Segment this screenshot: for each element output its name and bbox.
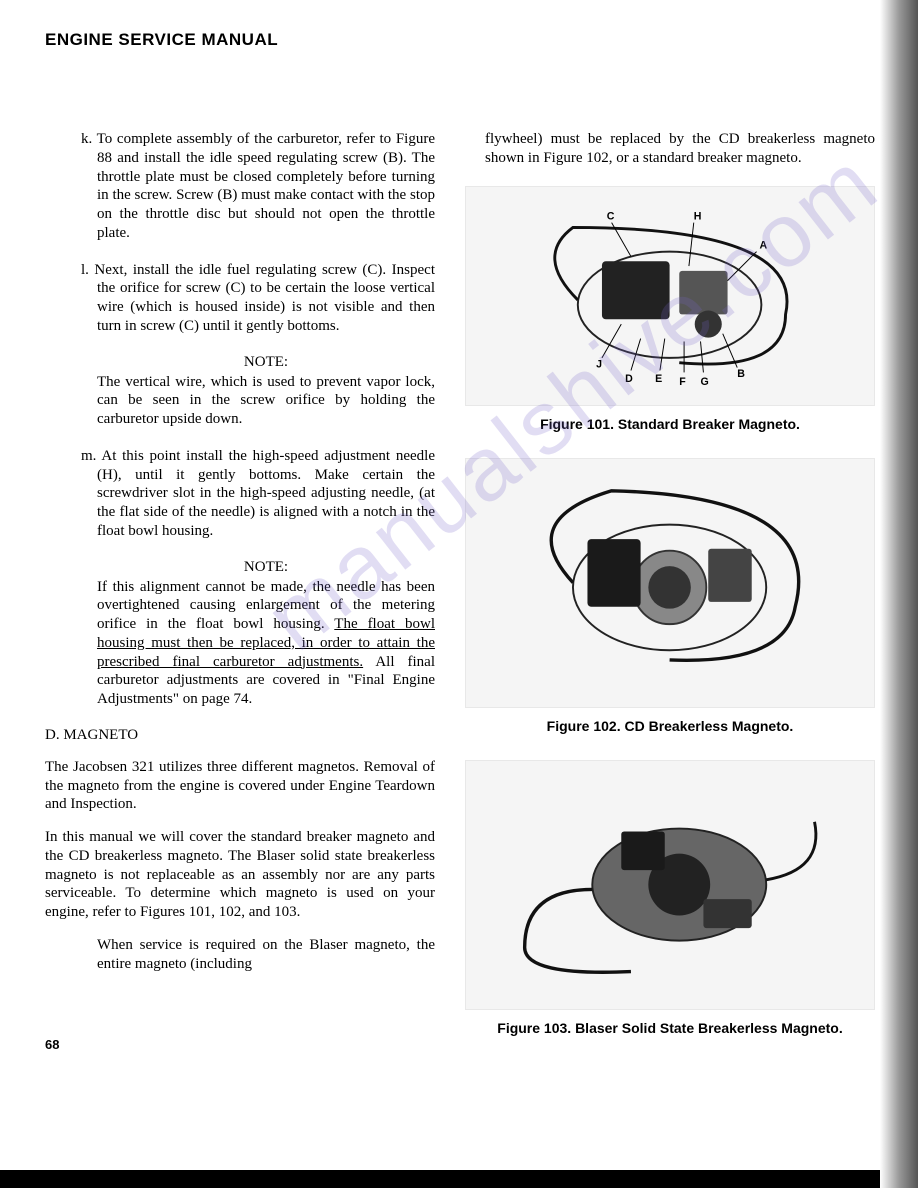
content-columns: k. To complete assembly of the carbureto… [45, 130, 873, 1062]
item-marker: l. [81, 262, 89, 278]
magneto-para-2: In this manual we will cover the standar… [45, 828, 435, 922]
magneto-para-1: The Jacobsen 321 utilizes three differen… [45, 758, 435, 814]
magneto-diagram-icon: C H A J D E F G B [486, 197, 853, 393]
bottom-bar [0, 1170, 918, 1188]
diagram-label-d: D [626, 373, 634, 385]
list-item-m: m. At this point install the high-speed … [45, 447, 435, 541]
item-text: To complete assembly of the carburetor, … [97, 131, 435, 241]
figure-101-image: C H A J D E F G B [465, 186, 875, 406]
note-text-2: If this alignment cannot be made, the ne… [45, 578, 435, 709]
diagram-label-b: B [738, 369, 746, 381]
item-marker: m. [81, 448, 96, 464]
figure-103-caption: Figure 103. Blaser Solid State Breakerle… [465, 1020, 875, 1036]
note-label-1: NOTE: [45, 354, 435, 371]
left-column: k. To complete assembly of the carbureto… [45, 130, 435, 1062]
note-text-1: The vertical wire, which is used to prev… [45, 373, 435, 429]
diagram-label-a: A [760, 240, 768, 252]
cd-magneto-icon [486, 471, 853, 694]
figure-102-image [465, 458, 875, 708]
page-number: 68 [45, 1037, 59, 1052]
blaser-magneto-icon [486, 773, 853, 996]
right-edge-shadow [880, 0, 918, 1188]
figure-102-caption: Figure 102. CD Breakerless Magneto. [465, 718, 875, 734]
diagram-label-g: G [701, 376, 709, 388]
list-item-k: k. To complete assembly of the carbureto… [45, 130, 435, 243]
right-column: flywheel) must be replaced by the CD bre… [465, 130, 875, 1062]
diagram-label-f: F [680, 376, 687, 388]
figure-103-image [465, 760, 875, 1010]
diagram-label-c: C [607, 211, 615, 223]
list-item-l: l. Next, install the idle fuel regulatin… [45, 261, 435, 336]
item-text: At this point install the high-speed adj… [97, 448, 435, 539]
magneto-para-3: When service is required on the Blaser m… [45, 936, 435, 974]
section-d-heading: D. MAGNETO [45, 727, 435, 744]
item-text: Next, install the idle fuel regulating s… [94, 262, 435, 334]
page-header: ENGINE SERVICE MANUAL [45, 30, 873, 50]
continuation-para: flywheel) must be replaced by the CD bre… [465, 130, 875, 168]
figure-101-caption: Figure 101. Standard Breaker Magneto. [465, 416, 875, 432]
diagram-label-h: H [694, 211, 702, 223]
diagram-label-e: E [656, 373, 663, 385]
item-marker: k. [81, 131, 92, 147]
note-label-2: NOTE: [45, 559, 435, 576]
diagram-label-j: J [597, 359, 603, 371]
